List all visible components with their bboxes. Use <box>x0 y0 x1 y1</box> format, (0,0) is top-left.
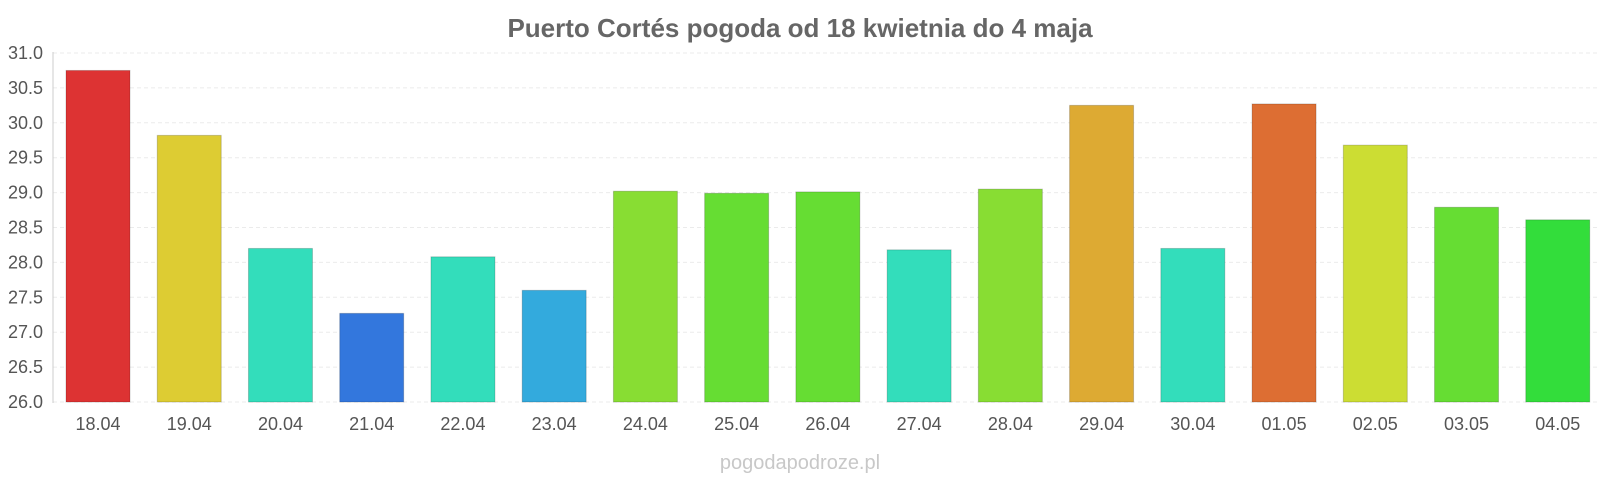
y-tick-label: 27.5 <box>8 287 43 307</box>
x-tick-label: 22.04 <box>440 414 485 434</box>
x-axis-ticks: 18.04 19.04 20.04 21.04 22.04 23.04 24.04 25.04… <box>75 414 1580 434</box>
x-tick-label: 23.04 <box>532 414 577 434</box>
y-tick-label: 28.5 <box>8 218 43 238</box>
bar-19.04 <box>156 134 222 403</box>
y-tick-label: 28.0 <box>8 252 43 272</box>
x-tick-label: 25.04 <box>714 414 759 434</box>
bar-28.04 <box>977 188 1043 403</box>
x-tick-label: 04.05 <box>1535 414 1580 434</box>
y-tick-label: 30.0 <box>8 113 43 133</box>
x-tick-label: 26.04 <box>805 414 850 434</box>
y-tick-label: 29.0 <box>8 183 43 203</box>
bar-02.05 <box>1342 144 1408 403</box>
bar-24.04 <box>612 190 678 403</box>
chart-title: Puerto Cortés pogoda od 18 kwietnia do 4… <box>507 13 1093 43</box>
x-tick-label: 21.04 <box>349 414 394 434</box>
y-tick-label: 31.0 <box>8 43 43 63</box>
y-tick-label: 30.5 <box>8 78 43 98</box>
x-tick-label: 30.04 <box>1170 414 1215 434</box>
x-tick-label: 24.04 <box>623 414 668 434</box>
y-axis-ticks: 26.0 26.5 27.0 27.5 28.0 28.5 29.0 29.5 30.0 30.5… <box>8 43 43 412</box>
x-tick-label: 29.04 <box>1079 414 1124 434</box>
x-tick-label: 02.05 <box>1353 414 1398 434</box>
watermark: pogodapodroze.pl <box>720 452 880 474</box>
x-tick-label: 01.05 <box>1262 414 1307 434</box>
bar-21.04 <box>339 312 405 403</box>
bar-26.04 <box>795 191 861 403</box>
y-tick-label: 29.5 <box>8 148 43 168</box>
bar-18.04 <box>65 69 131 403</box>
x-tick-label: 27.04 <box>897 414 942 434</box>
bar-03.05 <box>1434 206 1500 403</box>
x-tick-label: 28.04 <box>988 414 1033 434</box>
bar-25.04 <box>704 192 770 403</box>
bar-20.04 <box>247 247 313 403</box>
y-tick-label: 26.0 <box>8 392 43 412</box>
bar-22.04 <box>430 256 496 403</box>
bar-04.05 <box>1525 219 1591 403</box>
x-tick-label: 03.05 <box>1444 414 1489 434</box>
bar-29.04 <box>1069 104 1135 403</box>
y-tick-label: 26.5 <box>8 357 43 377</box>
bar-01.05 <box>1251 103 1317 403</box>
bars <box>65 69 1591 403</box>
y-tick-label: 27.0 <box>8 322 43 342</box>
bar-27.04 <box>886 249 952 403</box>
bar-30.04 <box>1160 247 1226 403</box>
bar-23.04 <box>521 289 587 403</box>
x-tick-label: 20.04 <box>258 414 303 434</box>
x-tick-label: 19.04 <box>167 414 212 434</box>
x-tick-label: 18.04 <box>75 414 120 434</box>
